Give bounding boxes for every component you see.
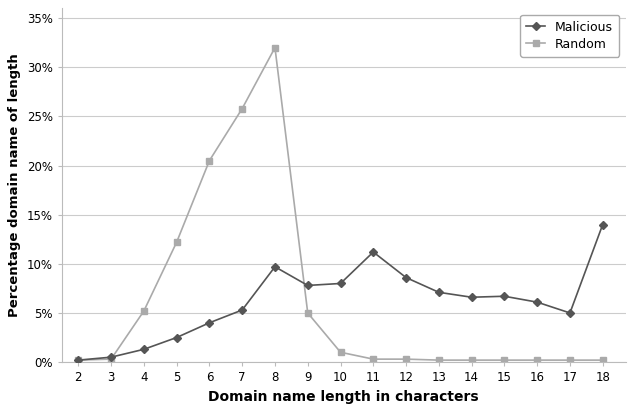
Malicious bbox=[370, 250, 377, 255]
Random bbox=[337, 350, 344, 355]
Malicious bbox=[304, 283, 311, 288]
Malicious bbox=[75, 358, 82, 363]
Malicious bbox=[238, 307, 246, 312]
Malicious bbox=[140, 347, 148, 352]
Line: Malicious: Malicious bbox=[75, 222, 605, 363]
Random bbox=[140, 309, 148, 314]
Malicious bbox=[566, 311, 574, 316]
Malicious bbox=[205, 320, 213, 325]
Malicious bbox=[435, 290, 443, 295]
Y-axis label: Percentage domain name of length: Percentage domain name of length bbox=[8, 53, 22, 317]
Malicious bbox=[501, 294, 508, 299]
Random bbox=[205, 158, 213, 163]
Malicious bbox=[107, 355, 115, 360]
Malicious bbox=[271, 264, 279, 269]
Random bbox=[304, 311, 311, 316]
Line: Random: Random bbox=[75, 45, 605, 363]
Malicious bbox=[173, 335, 181, 340]
X-axis label: Domain name length in characters: Domain name length in characters bbox=[209, 390, 479, 404]
Random bbox=[533, 358, 541, 363]
Malicious bbox=[337, 281, 344, 286]
Random bbox=[501, 358, 508, 363]
Random bbox=[370, 357, 377, 362]
Legend: Malicious, Random: Malicious, Random bbox=[520, 14, 619, 57]
Random bbox=[107, 357, 115, 362]
Random bbox=[599, 358, 607, 363]
Random bbox=[173, 240, 181, 245]
Random bbox=[238, 106, 246, 111]
Random bbox=[75, 358, 82, 363]
Malicious bbox=[468, 295, 476, 300]
Random bbox=[566, 358, 574, 363]
Malicious bbox=[402, 275, 410, 280]
Random bbox=[435, 358, 443, 363]
Malicious bbox=[599, 222, 607, 227]
Random bbox=[468, 358, 476, 363]
Random bbox=[402, 357, 410, 362]
Malicious bbox=[533, 300, 541, 304]
Random bbox=[271, 45, 279, 50]
